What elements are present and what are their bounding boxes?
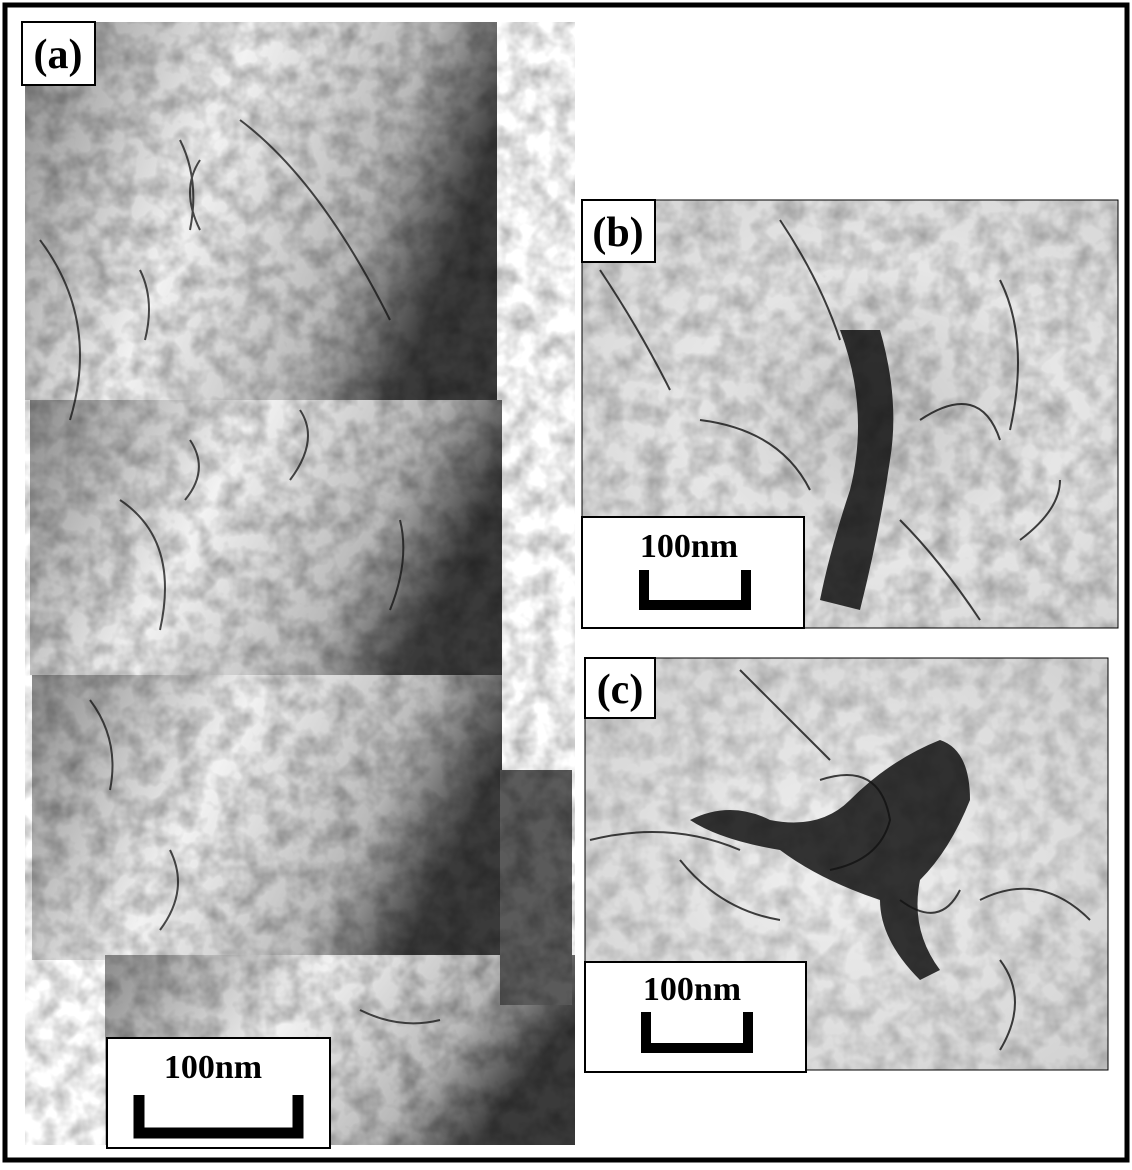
panel-label: (c)	[597, 667, 644, 713]
panel-label: (b)	[592, 210, 643, 256]
texture	[25, 22, 575, 1145]
panel-b: (b) 100nm	[582, 200, 1118, 628]
scale-text: 100nm	[164, 1049, 262, 1086]
scale-text: 100nm	[640, 528, 738, 565]
panel-c: (c) 100nm	[585, 658, 1108, 1072]
scale-text: 100nm	[643, 971, 741, 1008]
panel-label: (a)	[34, 32, 83, 78]
panel-a: (a) 100nm	[22, 22, 575, 1148]
figure: (a) 100nm (b) 100nm (c) 100nm	[0, 0, 1132, 1165]
